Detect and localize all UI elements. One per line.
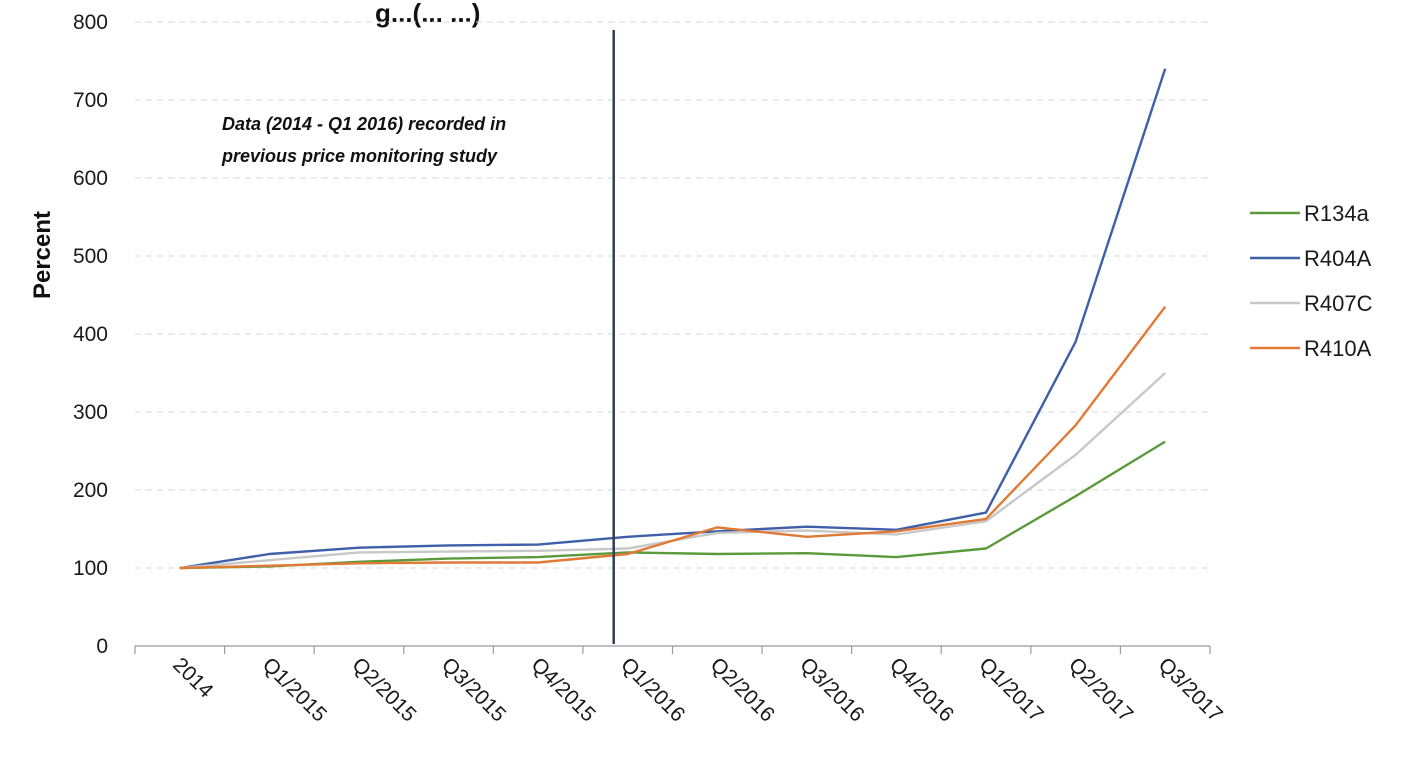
y-tick-label-500: 500 (73, 245, 108, 268)
y-tick-label-600: 600 (73, 167, 108, 190)
x-tick-label: Q2/2016 (706, 653, 779, 726)
x-tick-label: Q4/2015 (527, 653, 600, 726)
annotation-line-1: Data (2014 - Q1 2016) recorded in (222, 114, 506, 134)
series-line-r410a (179, 305, 1167, 570)
series-lines (179, 68, 1167, 570)
legend-label-r134a: R134a (1304, 201, 1370, 226)
x-tick-label: Q3/2016 (795, 653, 868, 726)
y-axis-label: Percent (29, 211, 56, 299)
grid-lines (135, 21, 1210, 569)
legend-label-r410a: R410A (1304, 336, 1372, 361)
series-line-r404a (179, 68, 1167, 570)
y-tick-label-400: 400 (73, 323, 108, 346)
chart-title-fragment: g...(... ...) (375, 0, 480, 28)
legend-label-r407c: R407C (1304, 291, 1373, 316)
annotation: Data (2014 - Q1 2016) recorded in previo… (221, 114, 506, 166)
annotation-line-2: previous price monitoring study (221, 146, 498, 166)
y-tick-label-0: 0 (96, 635, 108, 658)
x-tick-label: 2014 (168, 653, 218, 703)
x-tick-label: Q3/2015 (437, 653, 510, 726)
x-tick-label: Q2/2015 (347, 653, 420, 726)
y-tick-label-700: 700 (73, 89, 108, 112)
x-tick-label: Q1/2017 (975, 653, 1048, 726)
y-tick-label-300: 300 (73, 401, 108, 424)
axes (134, 645, 1211, 654)
series-line-r407c (179, 372, 1167, 570)
x-tick-label: Q4/2016 (885, 653, 958, 726)
y-tick-label-800: 800 (73, 11, 108, 34)
y-tick-label-200: 200 (73, 479, 108, 502)
legend-label-r404a: R404A (1304, 246, 1372, 271)
legend: R134a R404A R407C R410A (1250, 201, 1373, 361)
x-tick-label: Q3/2017 (1154, 653, 1227, 726)
x-tick-label: Q1/2015 (258, 653, 331, 726)
x-tick-labels: 2014 Q1/2015 Q2/2015 Q3/2015 Q4/2015 Q1/2016 Q… (168, 653, 1227, 726)
x-tick-label: Q2/2017 (1064, 653, 1137, 726)
x-tick-label: Q1/2016 (616, 653, 689, 726)
y-tick-labels: 0 100 200 300 400 500 600 700 800 (73, 11, 108, 658)
y-tick-label-100: 100 (73, 557, 108, 580)
